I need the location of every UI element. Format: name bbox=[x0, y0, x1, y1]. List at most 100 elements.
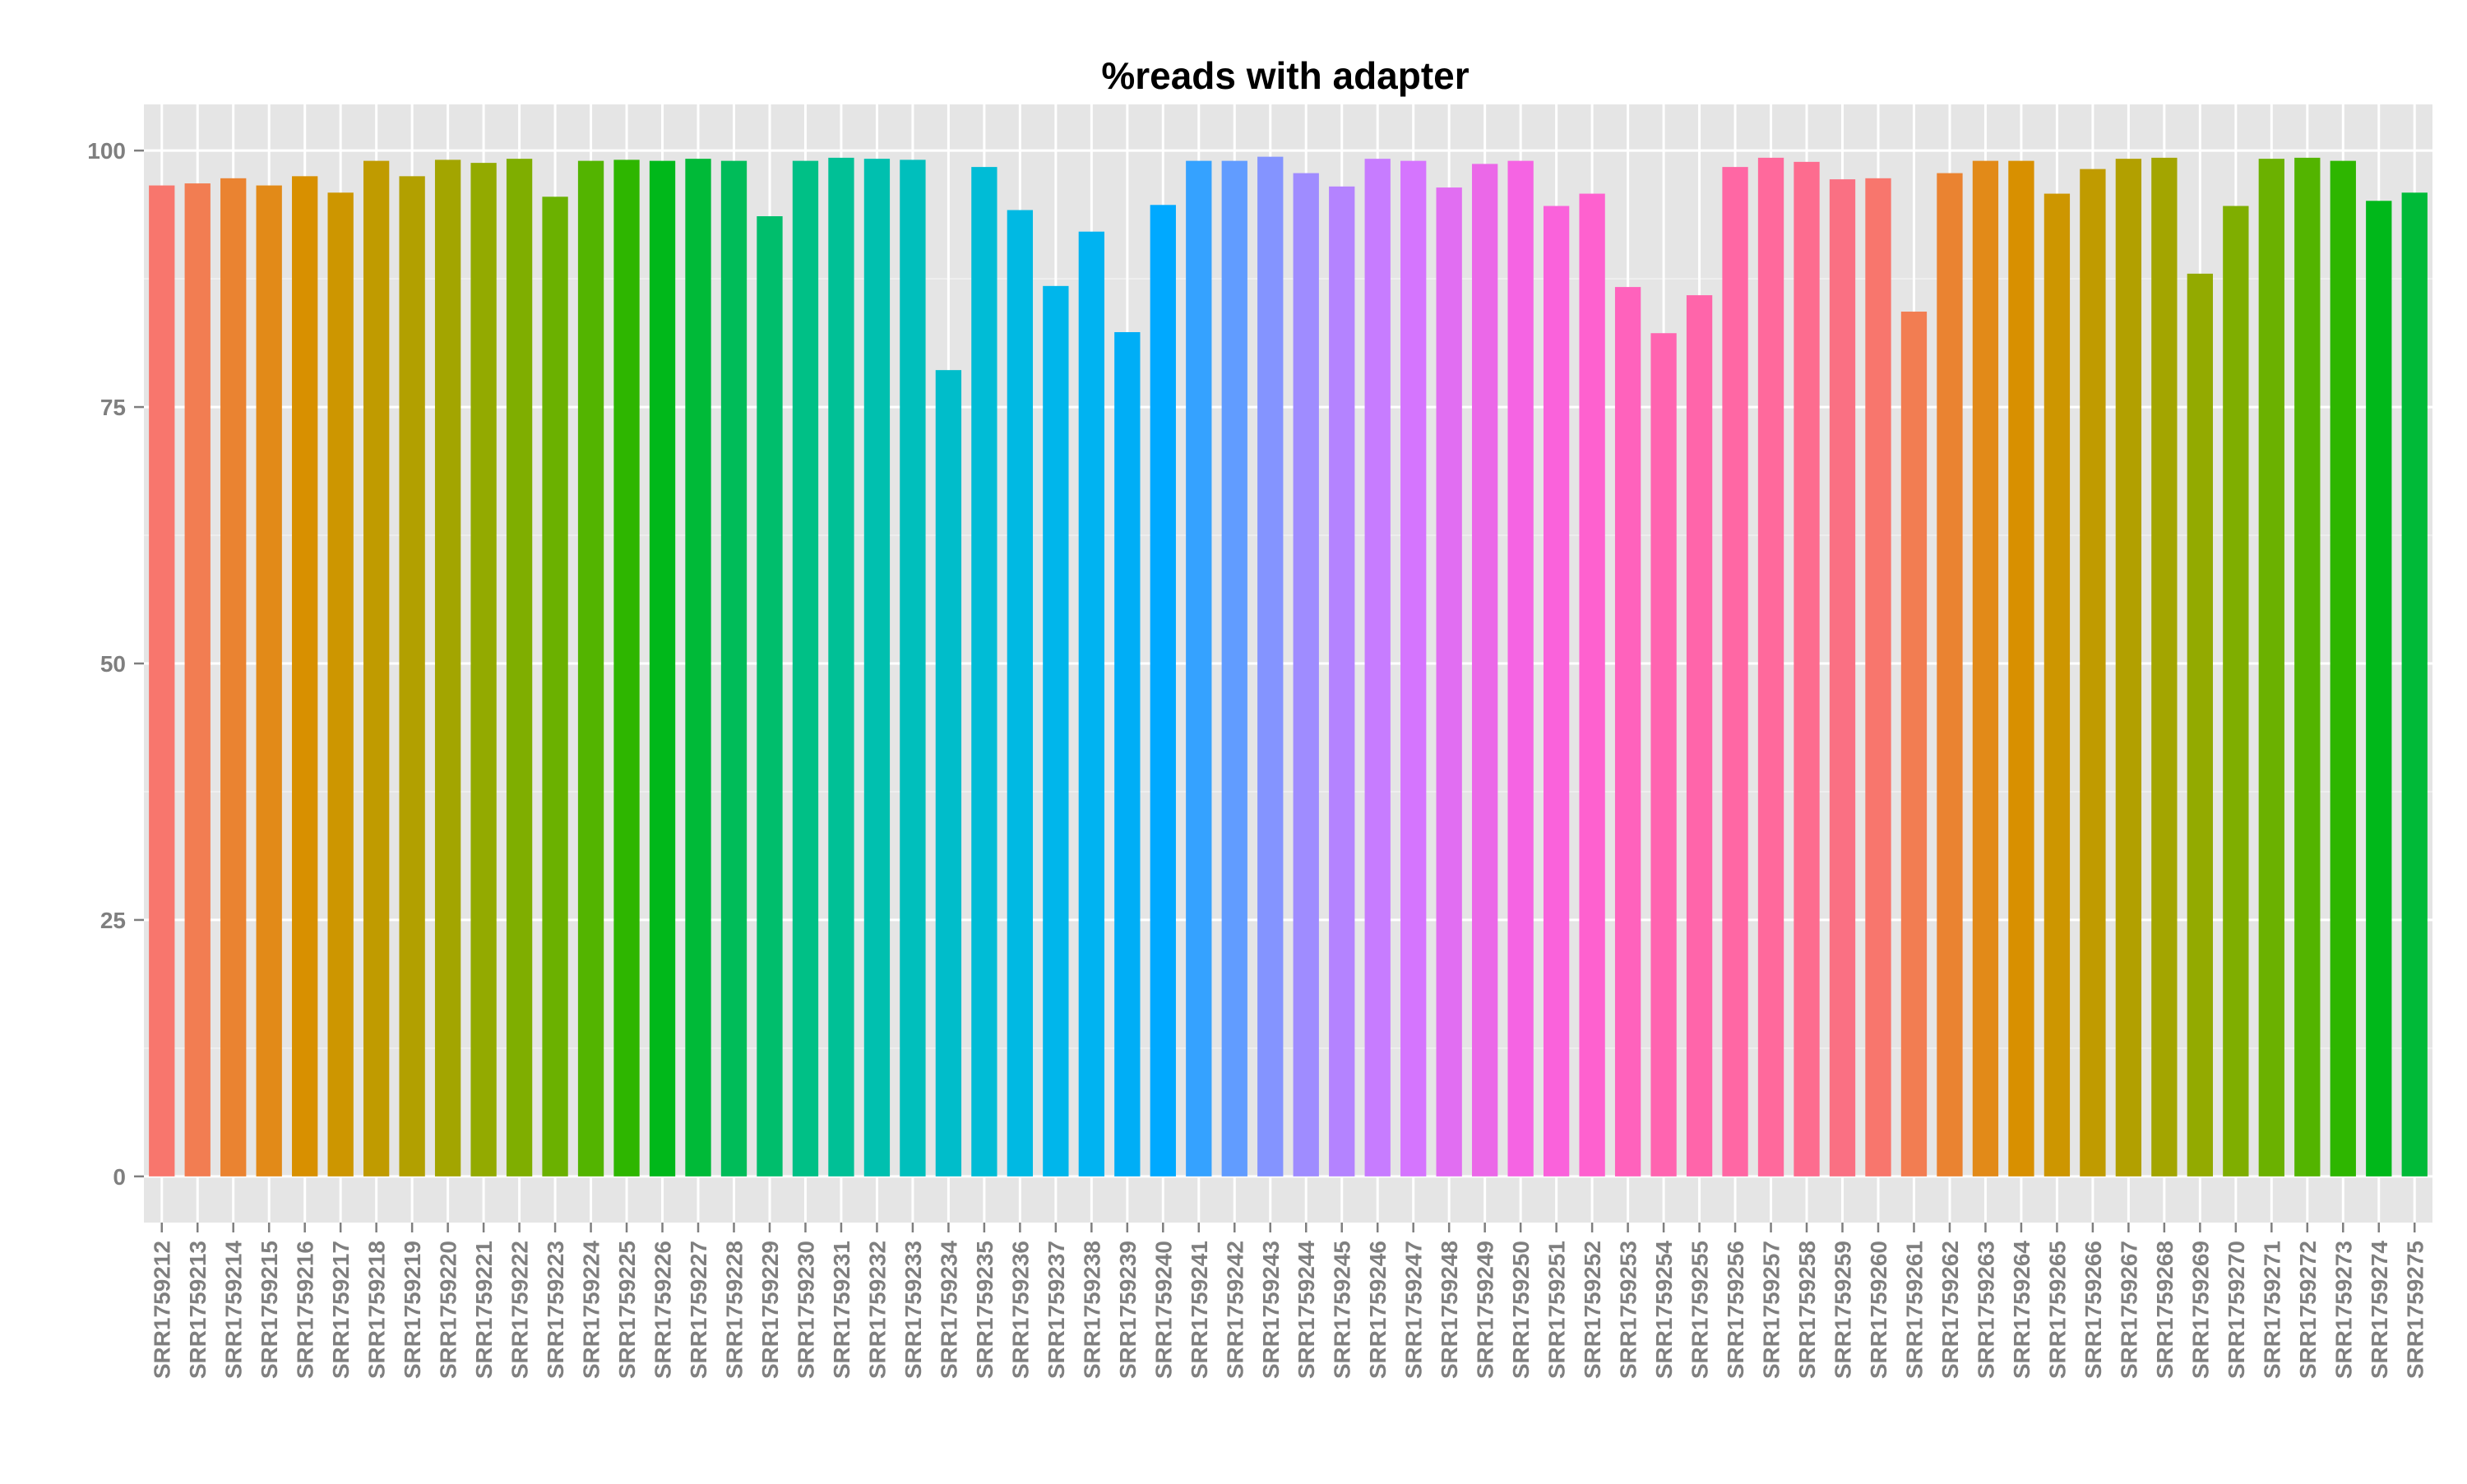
bar-SRR1759221 bbox=[470, 163, 497, 1177]
bar-SRR1759252 bbox=[1579, 193, 1605, 1177]
bar-SRR1759245 bbox=[1329, 186, 1355, 1177]
x-tick-label: SRR1759234 bbox=[936, 1241, 961, 1380]
bar-SRR1759217 bbox=[327, 192, 354, 1177]
bar-SRR1759259 bbox=[1829, 179, 1856, 1177]
bar-SRR1759251 bbox=[1543, 206, 1570, 1177]
x-tick-label: SRR1759222 bbox=[507, 1241, 533, 1379]
bar-SRR1759228 bbox=[720, 160, 748, 1177]
bar-SRR1759268 bbox=[2151, 157, 2178, 1177]
x-tick-label: SRR1759216 bbox=[293, 1241, 318, 1379]
y-tick-label: 100 bbox=[87, 138, 126, 164]
bar-SRR1759239 bbox=[1114, 331, 1141, 1177]
x-tick-label: SRR1759267 bbox=[2116, 1241, 2141, 1379]
bar-SRR1759264 bbox=[2008, 160, 2034, 1177]
bar-SRR1759262 bbox=[1937, 173, 1963, 1177]
chart-title: %reads with adapter bbox=[1101, 54, 1469, 97]
bar-SRR1759272 bbox=[2294, 157, 2321, 1177]
x-tick-label: SRR1759252 bbox=[1580, 1241, 1605, 1379]
bar-SRR1759271 bbox=[2258, 159, 2284, 1177]
bar-SRR1759243 bbox=[1257, 156, 1284, 1177]
x-tick-label: SRR1759231 bbox=[829, 1241, 854, 1379]
x-tick-label: SRR1759244 bbox=[1294, 1241, 1319, 1380]
bar-SRR1759249 bbox=[1472, 164, 1498, 1177]
x-tick-label: SRR1759257 bbox=[1759, 1241, 1784, 1379]
bar-SRR1759256 bbox=[1722, 167, 1748, 1177]
bar-SRR1759275 bbox=[2401, 192, 2428, 1177]
x-tick-label: SRR1759265 bbox=[2044, 1241, 2070, 1379]
x-tick-label: SRR1759237 bbox=[1044, 1241, 1069, 1379]
x-tick-label: SRR1759215 bbox=[257, 1241, 282, 1379]
x-tick-label: SRR1759235 bbox=[972, 1241, 997, 1379]
bar-SRR1759222 bbox=[506, 159, 533, 1177]
bar-SRR1759225 bbox=[613, 159, 640, 1177]
bar-SRR1759242 bbox=[1221, 160, 1247, 1177]
x-tick-label: SRR1759262 bbox=[1937, 1241, 1963, 1379]
bar-SRR1759253 bbox=[1614, 287, 1641, 1177]
x-tick-label: SRR1759239 bbox=[1115, 1241, 1141, 1379]
bar-SRR1759219 bbox=[399, 176, 425, 1177]
bar-SRR1759250 bbox=[1507, 160, 1534, 1177]
bar-SRR1759235 bbox=[971, 167, 997, 1177]
x-tick-label: SRR1759264 bbox=[2009, 1241, 2034, 1380]
x-tick-label: SRR1759241 bbox=[1187, 1241, 1212, 1379]
x-tick-label: SRR1759221 bbox=[471, 1241, 497, 1379]
bar-SRR1759254 bbox=[1650, 333, 1677, 1177]
bar-SRR1759269 bbox=[2187, 273, 2214, 1177]
bar-SRR1759214 bbox=[220, 178, 247, 1177]
bar-SRR1759218 bbox=[363, 160, 390, 1177]
x-tick-label: SRR1759270 bbox=[2224, 1241, 2249, 1379]
x-tick-label: SRR1759260 bbox=[1866, 1241, 1891, 1379]
y-tick-label: 25 bbox=[100, 908, 126, 933]
x-tick-label: SRR1759212 bbox=[150, 1241, 175, 1379]
x-tick-label: SRR1759275 bbox=[2402, 1241, 2428, 1379]
bar-SRR1759267 bbox=[2115, 159, 2142, 1177]
bar-SRR1759270 bbox=[2223, 206, 2249, 1177]
x-tick-label: SRR1759233 bbox=[900, 1241, 926, 1379]
x-tick-label: SRR1759245 bbox=[1330, 1241, 1355, 1379]
x-tick-label: SRR1759242 bbox=[1222, 1241, 1247, 1379]
x-tick-label: SRR1759214 bbox=[221, 1241, 247, 1380]
x-tick-label: SRR1759243 bbox=[1258, 1241, 1284, 1379]
x-tick-label: SRR1759250 bbox=[1508, 1241, 1534, 1379]
x-tick-label: SRR1759220 bbox=[436, 1241, 461, 1379]
x-tick-label: SRR1759223 bbox=[543, 1241, 568, 1379]
bar-SRR1759265 bbox=[2043, 193, 2071, 1177]
bar-SRR1759227 bbox=[685, 159, 711, 1177]
bar-SRR1759236 bbox=[1007, 210, 1034, 1177]
bar-SRR1759244 bbox=[1293, 173, 1319, 1177]
x-tick-label: SRR1759256 bbox=[1723, 1241, 1748, 1379]
bar-SRR1759237 bbox=[1043, 285, 1069, 1177]
x-tick-label: SRR1759272 bbox=[2295, 1241, 2321, 1379]
x-tick-label: SRR1759247 bbox=[1401, 1241, 1427, 1379]
x-tick-label: SRR1759230 bbox=[793, 1241, 818, 1379]
bar-SRR1759261 bbox=[1900, 312, 1928, 1177]
y-axis: 0 25 50 75 100 bbox=[87, 138, 144, 1190]
bar-SRR1759238 bbox=[1078, 231, 1104, 1177]
x-tick-label: SRR1759213 bbox=[185, 1241, 211, 1379]
x-tick-label: SRR1759263 bbox=[1973, 1241, 1998, 1379]
x-tick-label: SRR1759217 bbox=[328, 1241, 354, 1379]
bars bbox=[149, 156, 2428, 1177]
x-tick-label: SRR1759266 bbox=[2081, 1241, 2106, 1379]
bar-SRR1759224 bbox=[577, 160, 604, 1177]
x-tick-label: SRR1759246 bbox=[1365, 1241, 1391, 1379]
x-tick-label: SRR1759271 bbox=[2259, 1241, 2284, 1379]
x-tick-label: SRR1759259 bbox=[1831, 1241, 1856, 1379]
bar-SRR1759274 bbox=[2366, 201, 2392, 1177]
bar-SRR1759240 bbox=[1150, 205, 1176, 1177]
x-tick-label: SRR1759261 bbox=[1901, 1241, 1927, 1379]
bar-SRR1759233 bbox=[900, 159, 926, 1177]
x-tick-label: SRR1759273 bbox=[2330, 1241, 2356, 1379]
x-tick-label: SRR1759269 bbox=[2187, 1241, 2213, 1379]
bar-SRR1759229 bbox=[757, 216, 783, 1177]
x-tick-label: SRR1759268 bbox=[2152, 1241, 2178, 1379]
x-tick-label: SRR1759255 bbox=[1687, 1241, 1713, 1379]
bar-SRR1759273 bbox=[2330, 160, 2356, 1177]
bar-SRR1759247 bbox=[1400, 160, 1427, 1177]
x-tick-label: SRR1759238 bbox=[1079, 1241, 1104, 1379]
bar-SRR1759241 bbox=[1186, 160, 1212, 1177]
bar-SRR1759223 bbox=[542, 196, 568, 1177]
x-tick-label: SRR1759253 bbox=[1616, 1241, 1641, 1379]
